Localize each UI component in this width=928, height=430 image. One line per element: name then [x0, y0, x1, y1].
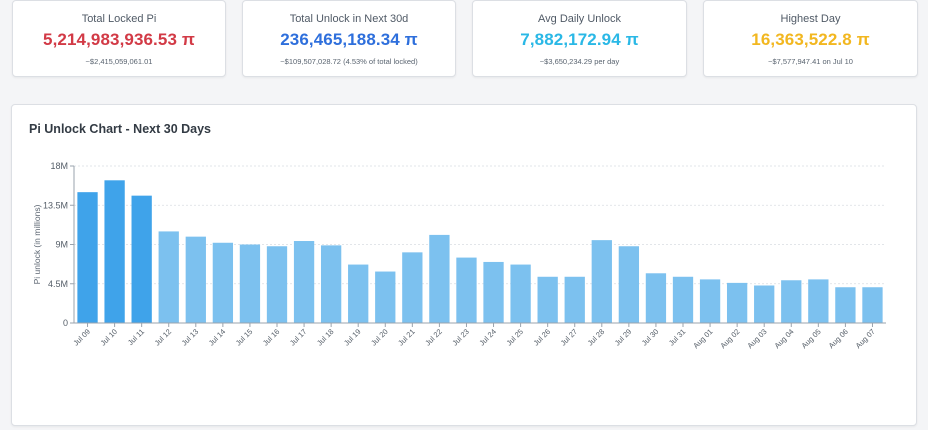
y-tick-label: 4.5M	[48, 279, 68, 289]
bar-jul-10[interactable]	[104, 180, 125, 323]
x-tick-label: Aug 01	[691, 327, 714, 350]
card-total-locked: Total Locked Pi 5,214,983,936.53 π ~$2,4…	[12, 0, 226, 77]
bar-jul-23[interactable]	[456, 257, 477, 323]
x-tick-label: Jul 19	[342, 327, 363, 348]
bar-jul-17[interactable]	[293, 241, 315, 323]
card-label: Avg Daily Unlock	[538, 13, 621, 25]
chart-title: Pi Unlock Chart - Next 30 Days	[29, 122, 212, 136]
card-value: 16,363,522.8 π	[751, 30, 870, 49]
bar-jul-12[interactable]	[158, 231, 179, 323]
x-tick-label: Jul 16	[261, 327, 282, 348]
bar-jul-29[interactable]	[618, 246, 640, 323]
x-tick-label: Jul 26	[532, 327, 553, 348]
x-tick-label: Aug 06	[827, 327, 850, 350]
x-tick-label: Jul 24	[477, 327, 498, 348]
bar-aug-01[interactable]	[699, 279, 721, 323]
bar-jul-30[interactable]	[645, 273, 667, 323]
x-tick-label: Jul 15	[234, 327, 255, 348]
x-tick-label: Jul 11	[126, 327, 146, 347]
x-tick-label: Jul 13	[180, 327, 201, 348]
bar-jul-28[interactable]	[591, 240, 612, 323]
bar-jul-24[interactable]	[483, 261, 504, 323]
x-tick-label: Jul 22	[423, 327, 444, 348]
x-tick-label: Jul 10	[98, 327, 119, 348]
bar-jul-21[interactable]	[402, 252, 423, 323]
y-tick-label: 0	[63, 318, 68, 328]
y-tick-label: 9M	[55, 240, 68, 250]
x-tick-label: Aug 03	[745, 327, 768, 350]
bar-jul-25[interactable]	[510, 264, 531, 323]
bar-jul-09[interactable]	[77, 192, 98, 323]
bar-jul-22[interactable]	[429, 234, 450, 323]
bar-jul-27[interactable]	[564, 276, 585, 323]
y-tick-label: 13.5M	[43, 200, 68, 210]
x-tick-label: Jul 28	[586, 327, 607, 348]
x-tick-label: Aug 02	[718, 327, 741, 350]
card-subtext: ~$7,577,947.41 on Jul 10	[768, 57, 853, 66]
bar-jul-19[interactable]	[348, 264, 369, 323]
bar-aug-06[interactable]	[835, 287, 856, 323]
bar-jul-18[interactable]	[320, 245, 342, 323]
card-label: Total Locked Pi	[81, 13, 157, 25]
bar-jul-31[interactable]	[672, 276, 694, 323]
x-tick-label: Jul 27	[559, 327, 580, 348]
y-tick-label: 18M	[50, 161, 68, 171]
card-highest-day: Highest Day 16,363,522.8 π ~$7,577,947.4…	[703, 0, 918, 77]
card-label: Total Unlock in Next 30d	[289, 13, 409, 25]
card-subtext: ~$3,650,234.29 per day	[539, 57, 620, 66]
bar-jul-20[interactable]	[375, 271, 396, 323]
x-tick-label: Jul 20	[369, 327, 390, 348]
card-value: 5,214,983,936.53 π	[43, 30, 195, 49]
x-tick-label: Jul 31	[667, 327, 688, 348]
x-tick-label: Jul 18	[315, 327, 336, 348]
bar-aug-07[interactable]	[862, 287, 883, 323]
bar-jul-11[interactable]	[131, 195, 152, 323]
x-tick-label: Aug 05	[800, 327, 823, 350]
card-avg-daily-unlock: Avg Daily Unlock 7,882,172.94 π ~$3,650,…	[472, 0, 687, 77]
bar-aug-05[interactable]	[808, 279, 829, 323]
x-tick-label: Jul 17	[288, 327, 309, 348]
bar-jul-14[interactable]	[212, 242, 234, 323]
bar-aug-03[interactable]	[754, 285, 775, 323]
bar-aug-04[interactable]	[781, 280, 802, 323]
card-label: Highest Day	[780, 13, 841, 25]
x-tick-label: Jul 25	[504, 327, 525, 348]
y-axis-label: Pi unlock (in millions)	[32, 204, 42, 284]
bar-jul-26[interactable]	[537, 276, 558, 323]
x-tick-label: Aug 04	[773, 327, 796, 350]
card-value: 236,465,188.34 π	[280, 30, 418, 49]
x-tick-label: Aug 07	[854, 327, 877, 350]
card-total-unlock-30d: Total Unlock in Next 30d 236,465,188.34 …	[242, 0, 456, 77]
card-subtext: ~$109,507,028.72 (4.53% of total locked)	[280, 57, 418, 66]
x-tick-label: Jul 23	[450, 327, 471, 348]
card-subtext: ~$2,415,059,061.01	[85, 57, 153, 66]
x-tick-label: Jul 29	[613, 327, 634, 348]
x-tick-label: Jul 14	[207, 327, 228, 348]
x-tick-label: Jul 21	[396, 327, 417, 348]
x-tick-label: Jul 09	[71, 327, 92, 348]
card-value: 7,882,172.94 π	[520, 30, 639, 49]
x-tick-label: Jul 30	[640, 327, 661, 348]
bar-jul-16[interactable]	[266, 246, 288, 323]
bar-jul-15[interactable]	[239, 244, 261, 324]
bar-aug-02[interactable]	[726, 282, 748, 323]
x-tick-label: Jul 12	[153, 327, 174, 348]
bar-jul-13[interactable]	[185, 236, 206, 323]
